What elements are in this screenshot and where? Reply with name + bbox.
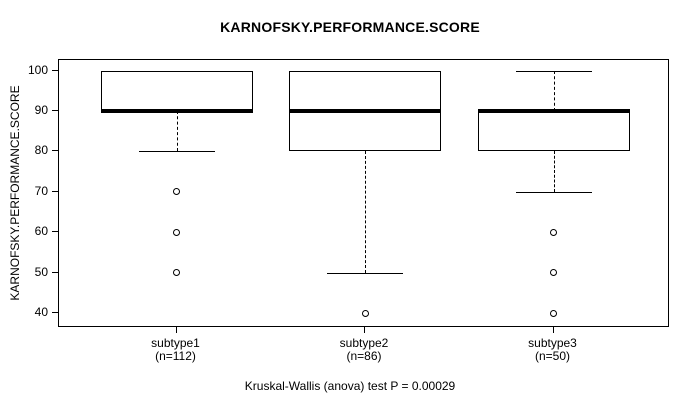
y-axis-tick-label: 40 (34, 305, 48, 320)
x-axis-tick (552, 327, 554, 333)
lower-whisker-cap (515, 191, 592, 193)
outlier-point (550, 228, 557, 236)
y-axis-tick-label: 90 (34, 103, 48, 117)
median-line (100, 109, 253, 113)
y-axis-tick-label: 50 (34, 264, 48, 279)
iqr-box (477, 111, 630, 152)
lower-whisker-cap (327, 272, 403, 274)
lower-whisker (553, 151, 555, 192)
x-axis-category-label: subtype1 (n=112) (116, 337, 236, 363)
plot-area (58, 59, 669, 327)
outlier-point (550, 309, 557, 317)
x-axis-tick (175, 327, 177, 333)
median-line (289, 109, 441, 113)
y-axis-tick-label: 100 (27, 62, 48, 77)
outlier-point (550, 269, 557, 277)
category-name: subtype2 (339, 336, 389, 350)
lower-whisker-cap (138, 151, 215, 153)
y-axis-tick-label: 70 (34, 183, 48, 198)
y-axis-tick (52, 150, 58, 152)
y-axis-tick (52, 190, 58, 192)
y-axis-tick (52, 271, 58, 273)
lower-whisker (365, 151, 366, 273)
median-line (477, 109, 630, 113)
stat-test-caption: Kruskal-Wallis (anova) test P = 0.00029 (244, 379, 456, 393)
outlier-point (173, 269, 180, 277)
category-count: (n=112) (155, 349, 196, 363)
iqr-box (100, 70, 253, 111)
y-axis-tick-label: 60 (34, 224, 48, 239)
y-axis-tick (52, 110, 58, 111)
category-name: subtype3 (528, 336, 577, 350)
y-axis-tick (52, 69, 58, 71)
x-axis-category-label: subtype2 (n=86) (304, 337, 424, 363)
upper-whisker (553, 70, 555, 111)
category-name: subtype1 (151, 336, 200, 350)
y-axis-tick (52, 231, 58, 233)
category-count: (n=50) (534, 349, 571, 363)
lower-whisker (176, 111, 178, 152)
outlier-point (361, 309, 369, 317)
x-axis-tick (364, 327, 365, 333)
chart-title: KARNOFSKY.PERFORMANCE.SCORE (220, 19, 480, 35)
x-axis-category-label: subtype3 (n=50) (493, 337, 613, 363)
upper-whisker-cap (515, 70, 592, 72)
outlier-point (173, 188, 180, 196)
outlier-point (173, 228, 180, 236)
y-axis-tick-label: 80 (34, 143, 48, 158)
y-axis-tick (52, 312, 58, 314)
category-count: (n=86) (346, 349, 382, 363)
